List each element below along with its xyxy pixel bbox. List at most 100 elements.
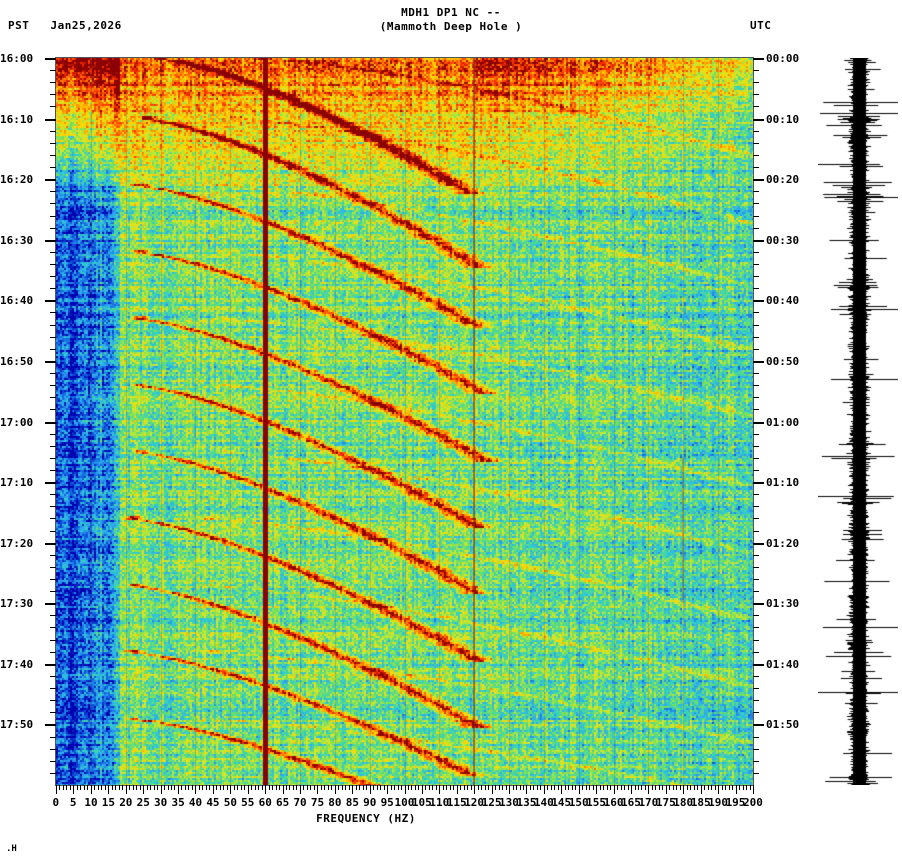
y-axis-left-minor-tick — [50, 615, 56, 617]
x-axis-minor-tick — [310, 785, 312, 790]
y-axis-left-minor-tick — [50, 627, 56, 629]
x-axis-minor-tick — [732, 785, 734, 790]
x-axis-label: 45 — [206, 796, 220, 809]
y-axis-left-minor-tick — [50, 312, 56, 314]
x-axis-minor-tick — [651, 785, 653, 790]
x-axis-minor-tick — [289, 785, 291, 790]
x-axis-minor-tick — [129, 785, 131, 790]
x-axis-minor-tick — [662, 785, 664, 790]
x-axis-minor-tick — [669, 785, 671, 790]
y-axis-right-label: 01:40 — [766, 657, 800, 671]
x-axis-minor-tick — [191, 785, 193, 790]
y-axis-right-major-tick — [753, 300, 764, 303]
y-axis-left-minor-tick — [50, 191, 56, 193]
x-axis-minor-tick — [498, 785, 500, 790]
x-axis-minor-tick — [725, 785, 727, 790]
y-axis-right-label: 00:50 — [766, 354, 800, 368]
x-axis-minor-tick — [80, 785, 82, 790]
y-axis-right-label: 01:00 — [766, 415, 800, 429]
y-axis-right-minor-tick — [753, 591, 759, 593]
y-axis-left-minor-tick — [50, 409, 56, 411]
x-axis-major-tick — [56, 785, 57, 794]
x-axis-minor-tick — [219, 785, 221, 790]
y-axis-right-major-tick — [753, 724, 764, 727]
corner-mark: .H — [6, 844, 17, 854]
x-axis-label: 0 — [52, 796, 60, 809]
x-axis-major-tick — [160, 785, 162, 794]
y-axis-left-label: 16:30 — [0, 233, 34, 247]
x-axis-minor-tick — [704, 785, 706, 790]
x-axis-minor-tick — [746, 785, 748, 790]
x-axis-minor-tick — [132, 785, 134, 790]
x-axis-minor-tick — [554, 785, 556, 790]
x-axis-minor-tick — [414, 785, 416, 790]
x-axis-label: 5 — [69, 796, 77, 809]
x-axis-label: 160 — [603, 796, 624, 809]
x-axis-label: 40 — [188, 796, 203, 809]
y-axis-left-minor-tick — [50, 167, 56, 169]
x-axis-minor-tick — [550, 785, 552, 790]
y-axis-right-label: 00:10 — [766, 112, 800, 126]
y-axis-left-minor-tick — [50, 154, 56, 156]
spectrogram-plot[interactable] — [56, 58, 753, 785]
y-axis-left-minor-tick — [50, 445, 56, 447]
y-axis-left-minor-tick — [50, 433, 56, 435]
x-axis-minor-tick — [237, 785, 239, 790]
y-axis-right-minor-tick — [753, 736, 759, 738]
x-axis-minor-tick — [512, 785, 514, 790]
x-axis-label: 170 — [638, 796, 659, 809]
y-axis-left-minor-tick — [50, 712, 56, 714]
x-axis-minor-tick — [707, 785, 709, 790]
x-axis-minor-tick — [749, 785, 751, 790]
y-axis-left-minor-tick — [50, 324, 56, 326]
x-axis-major-tick — [561, 785, 563, 794]
x-axis-minor-tick — [181, 785, 183, 790]
y-axis-right-minor-tick — [753, 312, 759, 314]
y-axis-left-label: 16:00 — [0, 52, 34, 65]
x-axis-minor-tick — [324, 785, 326, 790]
x-axis-minor-tick — [739, 785, 741, 790]
y-axis-left-major-tick — [45, 603, 56, 606]
x-axis-minor-tick — [261, 785, 263, 790]
x-axis-major-tick — [125, 785, 127, 794]
y-axis-left-minor-tick — [50, 457, 56, 459]
x-axis-minor-tick — [470, 785, 472, 790]
y-axis-left-minor-tick — [50, 348, 56, 350]
x-axis-minor-tick — [223, 785, 225, 790]
y-axis-left-major-tick — [45, 663, 56, 666]
x-axis-minor-tick — [742, 785, 744, 790]
seismogram-trace — [818, 58, 898, 785]
spectrogram-canvas[interactable] — [56, 58, 753, 785]
y-axis-left-minor-tick — [50, 579, 56, 581]
y-axis-left-label: 17:50 — [0, 718, 34, 732]
x-axis-minor-tick — [272, 785, 274, 790]
y-axis-right-minor-tick — [753, 772, 759, 774]
x-axis-minor-tick — [97, 785, 99, 790]
y-axis-right-minor-tick — [753, 651, 759, 653]
x-axis-minor-tick — [446, 785, 448, 790]
x-axis-minor-tick — [484, 785, 486, 790]
y-axis-right-minor-tick — [753, 191, 759, 193]
x-axis-minor-tick — [268, 785, 270, 790]
y-axis-right-minor-tick — [753, 142, 759, 144]
x-axis-minor-tick — [644, 785, 646, 790]
x-axis-major-tick — [665, 785, 667, 794]
y-axis-left-minor-tick — [50, 82, 56, 84]
y-axis-left-minor-tick — [50, 760, 56, 762]
x-axis-minor-tick — [111, 785, 113, 790]
y-axis-right-minor-tick — [753, 518, 759, 520]
station-title: MDH1 DP1 NC -- (Mammoth Deep Hole ) — [0, 6, 902, 34]
y-axis-left-label: 17:40 — [0, 657, 34, 671]
x-axis-label: 60 — [258, 796, 272, 809]
x-axis-minor-tick — [115, 785, 117, 790]
y-axis-left-major-tick — [45, 482, 56, 485]
x-axis-minor-tick — [495, 785, 497, 790]
y-axis-left-minor-tick — [50, 336, 56, 338]
x-axis-major-tick — [352, 785, 354, 794]
y-axis-right-label: 00:20 — [766, 173, 800, 187]
timezone-label-pst: PST — [8, 19, 30, 32]
y-axis-left-label: 16:10 — [0, 112, 34, 126]
y-axis-left-minor-tick — [50, 385, 56, 387]
x-axis-minor-tick — [425, 785, 427, 790]
x-axis-minor-tick — [366, 785, 368, 790]
